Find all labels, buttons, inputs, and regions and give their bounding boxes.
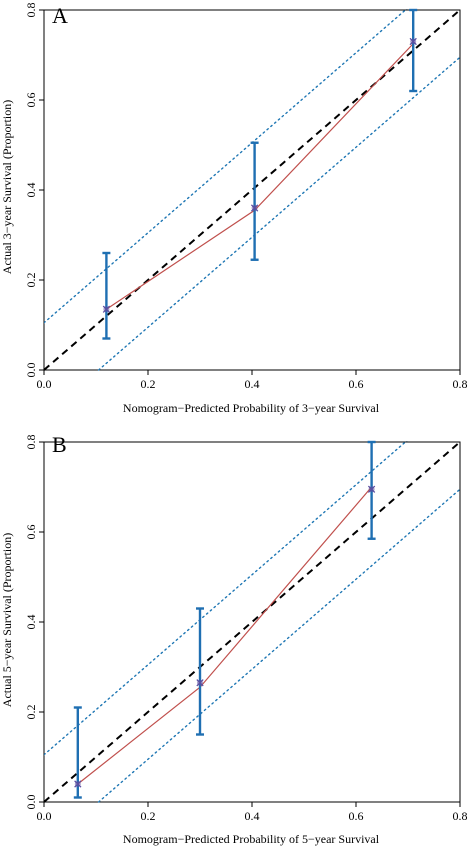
panel-b-x-tick-label: 0.2 [141,809,156,823]
panel-b-x-axis-label: Nomogram−Predicted Probability of 5−year… [123,832,380,846]
panel-a-point-cross [250,204,259,212]
panel-b-x-tick-label: 0.8 [453,809,468,823]
panel-b-letter: B [52,432,67,457]
panel-a-point-cross [102,305,111,313]
panel-b-point-cross [196,679,204,687]
panel-b-y-tick-label: 0.8 [24,435,38,450]
panel-b-y-tick-label: 0.6 [24,525,38,540]
panel-a: A Nomogram−Predicted Probability of 3−ye… [0,3,468,416]
panel-b-y-tick-label: 0.4 [24,615,38,630]
panel-b-y-tick-label: 0.0 [24,795,38,810]
panel-a-x-tick-label: 0.8 [453,377,468,391]
panel-b: B Nomogram−Predicted Probability of 5−ye… [0,432,468,846]
panel-b-x-tick-label: 0.0 [37,809,52,823]
panel-a-y-tick-label: 0.0 [24,363,38,378]
panel-a-x-tick-label: 0.6 [349,377,364,391]
panel-a-reference-line [44,9,460,371]
panel-b-y-tick-label: 0.2 [24,705,38,720]
panel-a-upper-band-line [44,9,408,324]
panel-a-letter: A [52,3,68,28]
panel-a-x-tick-label: 0.4 [245,377,260,391]
panel-b-upper-band-line [44,441,408,756]
panel-b-lower-band-line [97,488,460,803]
panel-b-x-tick-label: 0.6 [349,809,364,823]
panel-a-x-tick-label: 0.2 [141,377,156,391]
panel-a-x-tick-label: 0.0 [37,377,52,391]
panel-a-x-axis-label: Nomogram−Predicted Probability of 3−year… [123,401,380,415]
panel-a-y-tick-label: 0.8 [24,3,38,18]
panel-a-y-tick-label: 0.6 [24,93,38,108]
panel-b-x-tick-label: 0.4 [245,809,260,823]
panel-a-y-tick-label: 0.2 [24,273,38,288]
panel-a-point-cross [409,37,417,46]
panel-b-point-cross [74,780,82,788]
panel-b-plot-area [44,441,460,803]
panel-b-calibration-curve [77,486,373,785]
panel-b-reference-line [44,441,460,803]
panel-a-lower-band-line [97,56,460,371]
panel-b-y-axis-label: Actual 5−year Survival (Proportion) [0,533,14,707]
panel-b-point-cross [367,485,376,493]
panel-a-calibration-curve [106,43,414,310]
panel-a-y-axis-label: Actual 3−year Survival (Proportion) [0,100,14,274]
panel-a-y-tick-label: 0.4 [24,183,38,198]
